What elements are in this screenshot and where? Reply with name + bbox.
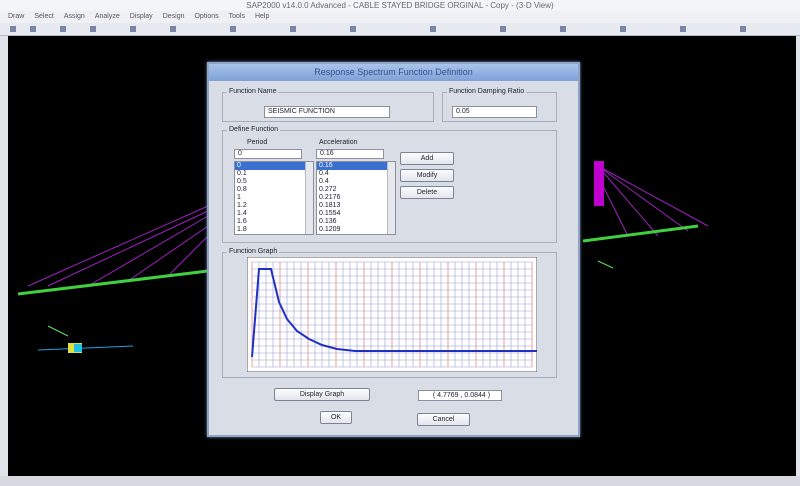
- modify-button[interactable]: Modify: [400, 169, 454, 182]
- menu-item[interactable]: Analyze: [95, 11, 120, 23]
- acceleration-item[interactable]: 0.1813: [317, 202, 395, 210]
- function-name-input[interactable]: SEISMIC FUNCTION: [264, 106, 390, 118]
- acceleration-item[interactable]: 0.1209: [317, 226, 395, 234]
- define-function-label: Define Function: [227, 126, 280, 133]
- menu-bar: Draw Select Assign Analyze Display Design Opti…: [0, 11, 800, 23]
- period-item[interactable]: 1.4: [235, 210, 313, 218]
- screen: {"window_title": "SAP2000 v14.0.0 Advanc…: [0, 0, 800, 486]
- toolbar: [0, 23, 800, 36]
- function-graph: [247, 257, 537, 372]
- ok-button[interactable]: OK: [320, 411, 352, 424]
- cancel-button[interactable]: Cancel: [417, 413, 470, 426]
- period-item[interactable]: 1.8: [235, 226, 313, 234]
- acceleration-item[interactable]: 0.4: [317, 170, 395, 178]
- function-graph-label: Function Graph: [227, 248, 279, 255]
- dialog: Response Spectrum Function Definition Fu…: [207, 62, 580, 437]
- scrollbar[interactable]: [305, 162, 313, 234]
- menu-item[interactable]: Select: [34, 11, 53, 23]
- menu-item[interactable]: Display: [130, 11, 153, 23]
- period-item[interactable]: 0.1: [235, 170, 313, 178]
- menu-item[interactable]: Tools: [229, 11, 245, 23]
- menu-item[interactable]: Design: [163, 11, 185, 23]
- coordinates-display: ( 4.7769 , 0.0844 ): [418, 390, 502, 401]
- dialog-title: Response Spectrum Function Definition: [209, 64, 578, 81]
- acceleration-item[interactable]: 0.2176: [317, 194, 395, 202]
- period-item[interactable]: 1.2: [235, 202, 313, 210]
- scrollbar[interactable]: [387, 162, 395, 234]
- status-bar: [0, 476, 800, 486]
- acceleration-input[interactable]: 0.16: [316, 149, 384, 159]
- period-item[interactable]: 1: [235, 194, 313, 202]
- toolbar-icons: [0, 23, 800, 36]
- acceleration-item[interactable]: 0.1554: [317, 210, 395, 218]
- display-graph-button[interactable]: Display Graph: [274, 388, 370, 401]
- function-name-label: Function Name: [227, 88, 278, 95]
- period-item[interactable]: 0: [235, 162, 313, 170]
- menu-item[interactable]: Help: [255, 11, 269, 23]
- acceleration-item[interactable]: 0.272: [317, 186, 395, 194]
- add-button[interactable]: Add: [400, 152, 454, 165]
- damping-label: Function Damping Ratio: [447, 88, 526, 95]
- acceleration-item[interactable]: 0.16: [317, 162, 395, 170]
- period-header: Period: [247, 139, 267, 146]
- menu-item[interactable]: Assign: [64, 11, 85, 23]
- delete-button[interactable]: Delete: [400, 186, 454, 199]
- acceleration-item[interactable]: 0.4: [317, 178, 395, 186]
- acceleration-item[interactable]: 0.136: [317, 218, 395, 226]
- menu-item[interactable]: Draw: [8, 11, 24, 23]
- acceleration-header: Acceleration: [319, 139, 358, 146]
- period-item[interactable]: 1.6: [235, 218, 313, 226]
- menu-item[interactable]: Options: [194, 11, 218, 23]
- period-item[interactable]: 0.8: [235, 186, 313, 194]
- period-item[interactable]: 0.5: [235, 178, 313, 186]
- damping-input[interactable]: 0.05: [452, 106, 537, 118]
- window-title: SAP2000 v14.0.0 Advanced - CABLE STAYED …: [0, 0, 800, 11]
- period-input[interactable]: 0: [234, 149, 302, 159]
